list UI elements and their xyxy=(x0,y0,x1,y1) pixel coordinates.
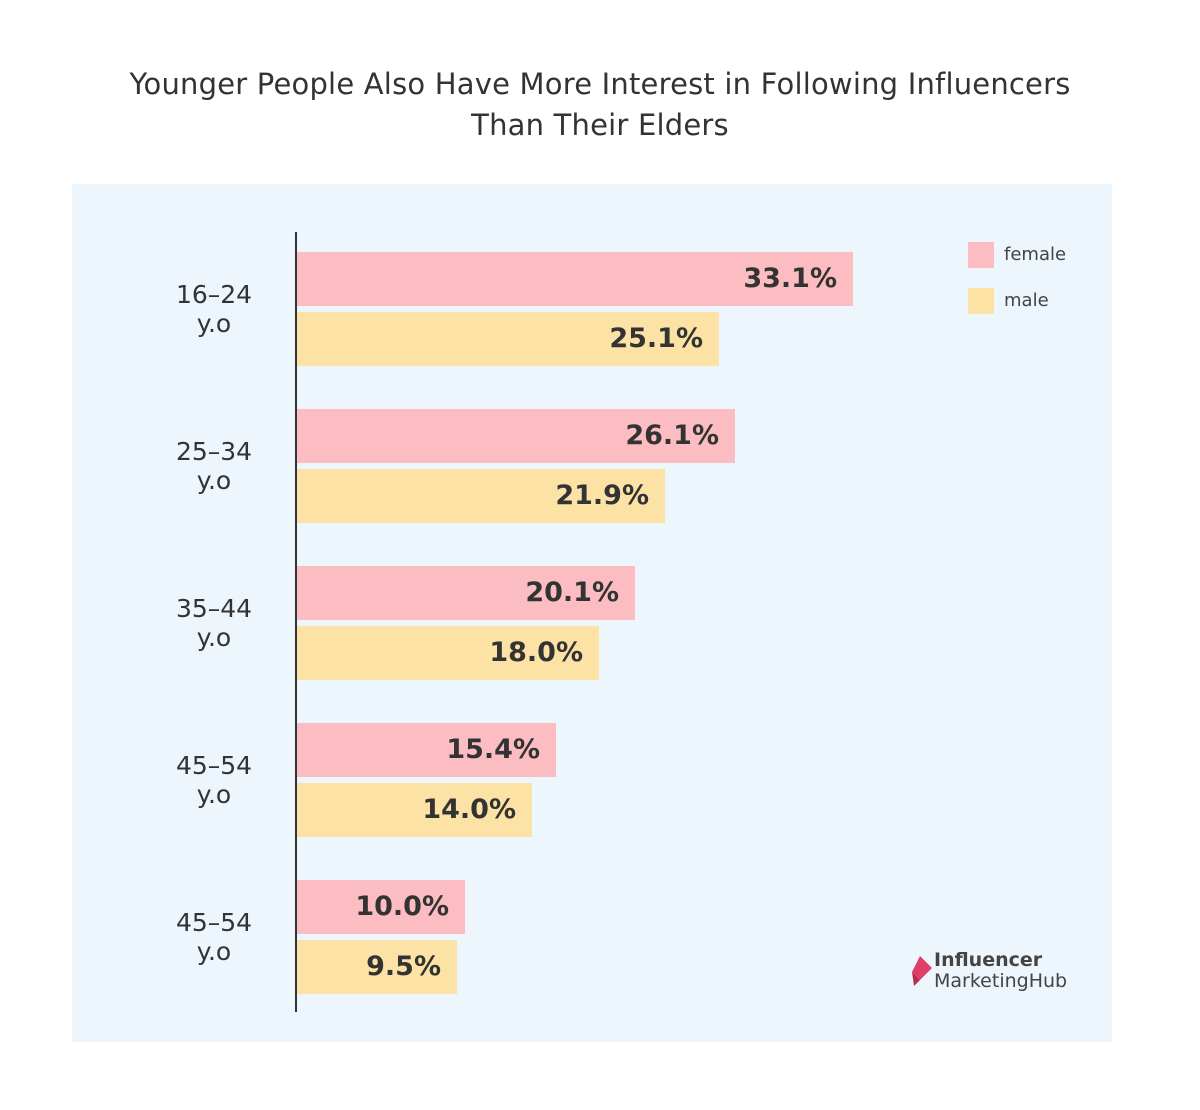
legend-swatch-female xyxy=(968,242,994,268)
bar-female-45-54: 15.4% xyxy=(297,723,556,777)
category-label: 45–54 y.o xyxy=(154,908,274,966)
value-label-female-45-54-b: 10.0% xyxy=(355,891,449,922)
legend-label-male: male xyxy=(1004,290,1049,311)
bar-female-45-54-b: 10.0% xyxy=(297,880,465,934)
legend-label-female: female xyxy=(1004,244,1067,265)
category-label-line-2: y.o xyxy=(196,780,232,809)
legend-item-female: female xyxy=(968,242,1108,270)
brand-logo: Influencer MarketingHub xyxy=(910,948,1100,996)
value-label-male-35-44: 18.0% xyxy=(489,637,583,668)
legend-item-male: male xyxy=(968,288,1108,316)
value-label-female-45-54: 15.4% xyxy=(446,734,540,765)
bar-male-16-24: 25.1% xyxy=(297,312,719,366)
category-label-line-1: 45–54 xyxy=(175,908,253,937)
category-label: 16–24 y.o xyxy=(154,280,274,338)
logo-text: Influencer MarketingHub xyxy=(934,950,1067,992)
legend-swatch-male xyxy=(968,288,994,314)
category-label-line-1: 16–24 xyxy=(175,280,253,309)
category-label-line-2: y.o xyxy=(196,466,232,495)
category-label-line-1: 25–34 xyxy=(175,437,253,466)
category-label-line-2: y.o xyxy=(196,623,232,652)
bar-male-35-44: 18.0% xyxy=(297,626,599,680)
category-label: 25–34 y.o xyxy=(154,437,274,495)
category-label: 35–44 y.o xyxy=(154,594,274,652)
value-label-female-25-34: 26.1% xyxy=(625,420,719,451)
bar-female-16-24: 33.1% xyxy=(297,252,853,306)
category-label-line-2: y.o xyxy=(196,937,232,966)
chart-title: Younger People Also Have More Interest i… xyxy=(0,64,1200,146)
value-label-female-16-24: 33.1% xyxy=(743,263,837,294)
category-label-line-1: 35–44 xyxy=(175,594,253,623)
value-label-male-16-24: 25.1% xyxy=(609,323,703,354)
value-label-male-45-54-b: 9.5% xyxy=(366,951,441,982)
logo-line-1: Influencer xyxy=(934,949,1043,971)
y-axis-line xyxy=(295,232,297,1012)
value-label-male-25-34: 21.9% xyxy=(555,480,649,511)
logo-line-2: MarketingHub xyxy=(934,970,1068,992)
category-label-line-1: 45–54 xyxy=(175,751,253,780)
chart-title-line-1: Younger People Also Have More Interest i… xyxy=(129,67,1071,101)
value-label-female-35-44: 20.1% xyxy=(525,577,619,608)
bar-male-45-54-b: 9.5% xyxy=(297,940,457,994)
category-label: 45–54 y.o xyxy=(154,751,274,809)
bar-female-25-34: 26.1% xyxy=(297,409,735,463)
chart-title-line-2: Than Their Elders xyxy=(471,108,729,142)
bar-male-25-34: 21.9% xyxy=(297,469,665,523)
bar-male-45-54: 14.0% xyxy=(297,783,532,837)
bar-female-35-44: 20.1% xyxy=(297,566,635,620)
value-label-male-45-54: 14.0% xyxy=(422,794,516,825)
influencer-marketing-hub-logo-icon xyxy=(912,956,932,986)
chart-panel: female male Influencer MarketingHub 16–2… xyxy=(72,184,1112,1042)
category-label-line-2: y.o xyxy=(196,309,232,338)
